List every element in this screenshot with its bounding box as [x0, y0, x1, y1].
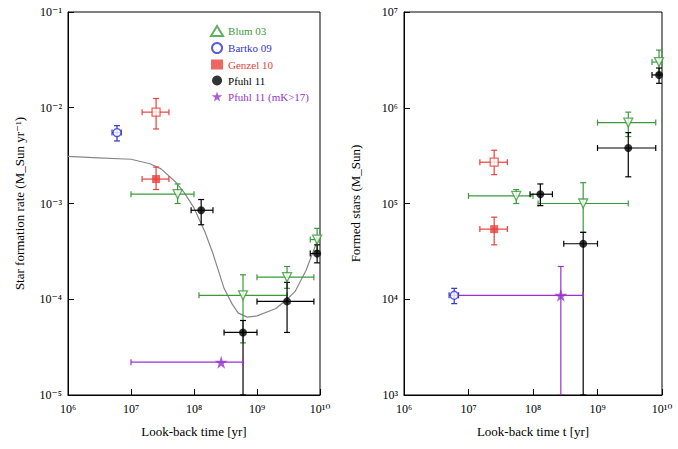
svg-text:10⁻⁴: 10⁻⁴: [39, 292, 62, 306]
svg-text:10⁴: 10⁴: [382, 292, 398, 306]
svg-text:10⁷: 10⁷: [460, 402, 476, 416]
svg-text:Genzel 10: Genzel 10: [228, 59, 273, 71]
svg-text:10³: 10³: [382, 388, 398, 402]
svg-text:10⁶: 10⁶: [60, 402, 76, 416]
svg-text:10⁻³: 10⁻³: [40, 197, 62, 211]
svg-text:Pfuhl 11 (mK>17): Pfuhl 11 (mK>17): [228, 91, 309, 104]
svg-text:10¹⁰: 10¹⁰: [652, 402, 673, 416]
svg-text:Star formation rate (M_Sun yr⁻: Star formation rate (M_Sun yr⁻¹): [12, 117, 27, 290]
svg-text:10⁻²: 10⁻²: [40, 101, 62, 115]
svg-text:Look-back time t [yr]: Look-back time t [yr]: [477, 424, 589, 439]
svg-text:10⁶: 10⁶: [382, 101, 398, 115]
svg-text:10⁷: 10⁷: [123, 402, 139, 416]
svg-text:10⁹: 10⁹: [589, 402, 605, 416]
svg-text:Pfuhl 11: Pfuhl 11: [228, 75, 265, 87]
svg-text:Blum 03: Blum 03: [228, 25, 267, 37]
svg-text:10⁶: 10⁶: [396, 402, 412, 416]
svg-text:Formed stars (M_Sun): Formed stars (M_Sun): [348, 145, 363, 263]
svg-text:10⁵: 10⁵: [382, 197, 398, 211]
svg-text:10⁷: 10⁷: [382, 5, 398, 19]
svg-text:10⁻¹: 10⁻¹: [40, 5, 62, 19]
svg-text:10⁻⁵: 10⁻⁵: [39, 388, 62, 402]
svg-text:10⁹: 10⁹: [249, 402, 265, 416]
svg-text:10⁸: 10⁸: [525, 402, 541, 416]
svg-text:Look-back time [yr]: Look-back time [yr]: [141, 424, 246, 439]
svg-text:Bartko 09: Bartko 09: [228, 42, 272, 54]
svg-text:10⁸: 10⁸: [186, 402, 202, 416]
svg-text:10¹⁰: 10¹⁰: [310, 402, 331, 416]
